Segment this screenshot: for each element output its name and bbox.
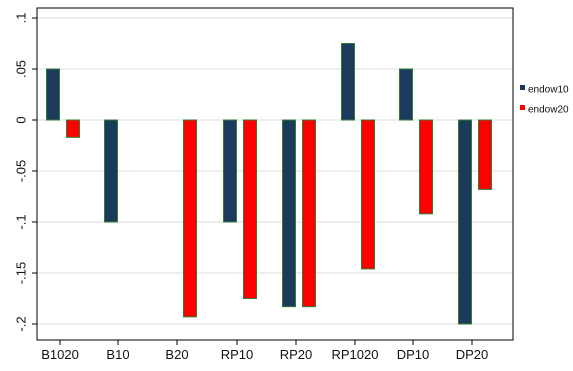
plot-frame [36, 7, 514, 341]
x-tick-label: RP10 [221, 347, 254, 362]
x-tick-label: RP20 [280, 347, 313, 362]
bar-endow20-RP10 [243, 119, 257, 299]
bar-endow10-DP20 [458, 119, 472, 325]
legend-swatch-endow20 [520, 105, 525, 110]
legend-label-endow10: endow10 [528, 85, 569, 96]
bar-endow10-B1020 [46, 68, 60, 121]
y-tick-label: -.2 [13, 316, 28, 331]
bar-endow10-RP10 [223, 119, 237, 223]
x-tick-label: DP20 [456, 347, 489, 362]
x-tick-label: B1020 [41, 347, 79, 362]
bar-endow10-B10 [104, 119, 118, 223]
bar-endow10-RP20 [282, 119, 296, 308]
legend-label-endow20: endow20 [528, 105, 569, 116]
bar-endow20-RP20 [302, 119, 316, 308]
y-tick-label: .1 [13, 13, 28, 24]
bar-endow20-B20 [183, 119, 197, 318]
x-tick-label: B10 [106, 347, 129, 362]
bar-endow20-B1020 [66, 119, 80, 138]
y-tick-label: -.05 [13, 160, 28, 182]
bar-endow10-DP10 [399, 68, 413, 121]
y-tick-label: .05 [13, 60, 28, 78]
x-tick-label: B20 [165, 347, 188, 362]
x-tick-label: RP1020 [332, 347, 379, 362]
x-tick-label: DP10 [397, 347, 430, 362]
legend-swatch-endow10 [520, 85, 525, 90]
y-tick-label: 0 [13, 116, 28, 123]
bar-endow10-RP1020 [341, 43, 355, 121]
y-tick-label: -.15 [13, 262, 28, 284]
bar-endow20-DP20 [478, 119, 492, 190]
bar-endow20-DP10 [419, 119, 433, 215]
y-tick-label: -.1 [13, 214, 28, 229]
bar-endow20-RP1020 [361, 119, 375, 270]
